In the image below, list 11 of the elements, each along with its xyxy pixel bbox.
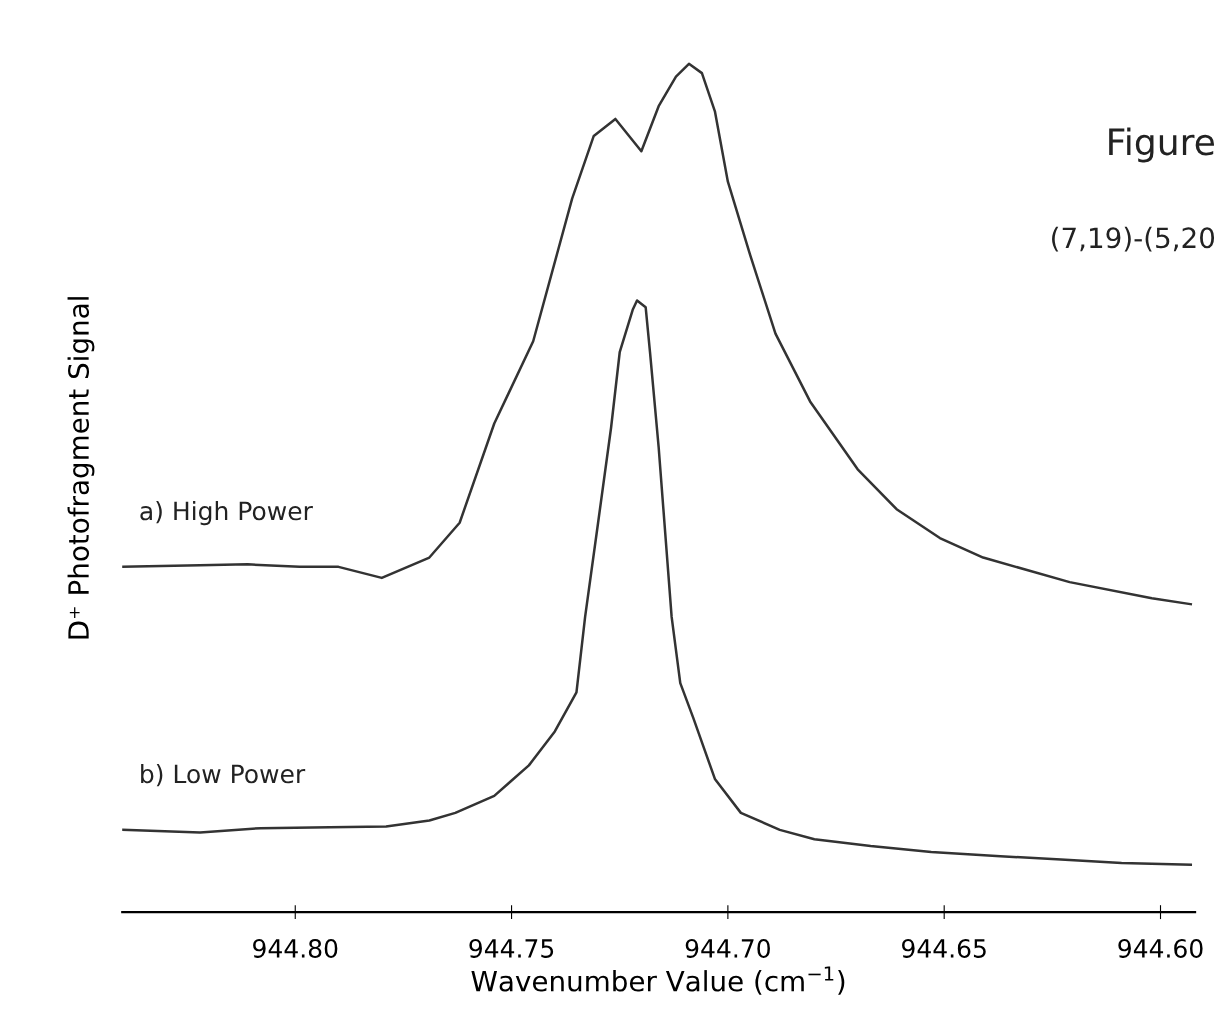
annotation: Figure (1109, 127, 1214, 163)
x-axis-title: Wavenumber Value (cm$^{−1}$) (471, 966, 845, 995)
y-axis-title: D⁺ Photofragment Signal (67, 297, 95, 639)
x-tick-label: 944.80 (253, 938, 338, 958)
annotation: (7,19)-(5,20 (1052, 226, 1215, 252)
series-label: b) Low Power (141, 763, 306, 787)
series-label: a) High Power (140, 501, 313, 526)
x-tick-label: 944.75 (469, 938, 554, 958)
x-tick-label: 944.65 (902, 938, 986, 958)
x-tick-label: 944.60 (1118, 938, 1203, 958)
x-tick-label: 944.70 (685, 938, 770, 958)
